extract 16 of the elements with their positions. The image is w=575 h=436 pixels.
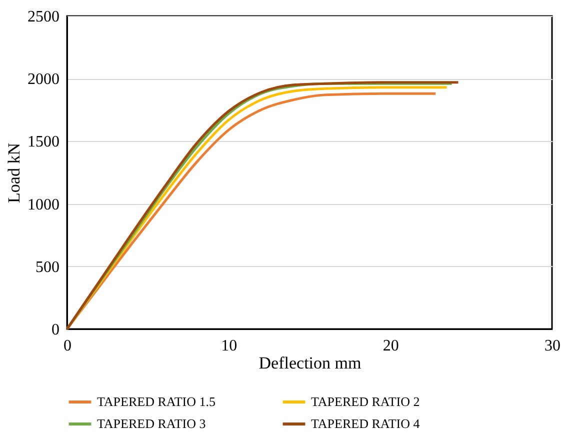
x-tick-label: 10 — [221, 338, 238, 354]
y-tick-label: 2000 — [28, 71, 60, 88]
legend-label: TAPERED RATIO 3 — [97, 416, 206, 431]
y-tick-label: 500 — [36, 258, 60, 276]
y-tick-label: 1000 — [28, 196, 60, 214]
legend-label: TAPERED RATIO 4 — [311, 416, 420, 431]
legend-label: TAPERED RATIO 2 — [311, 394, 420, 409]
x-axis-title: Deflection mm — [258, 354, 362, 372]
x-tick-label: 30 — [544, 338, 560, 354]
y-tick-label: 2500 — [28, 8, 60, 26]
x-tick-label: 0 — [64, 338, 72, 354]
legend-label: TAPERED RATIO 1.5 — [97, 394, 216, 409]
x-tick-label: 20 — [382, 338, 399, 354]
y-tick-label: 0 — [52, 322, 60, 338]
y-axis-title: Load kN — [4, 143, 24, 203]
y-tick-label: 1500 — [28, 134, 60, 151]
